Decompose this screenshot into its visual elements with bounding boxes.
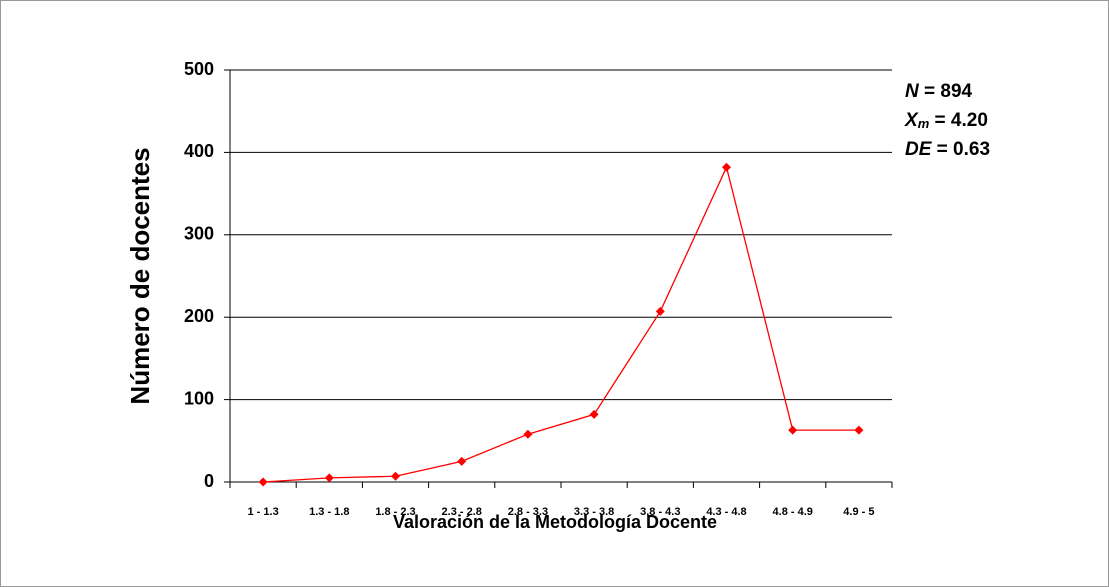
data-point <box>589 409 599 419</box>
data-point <box>854 425 864 435</box>
data-point <box>324 473 334 483</box>
annotation: Xm = 4.20 <box>904 110 988 131</box>
x-tick-label: 1 - 1.3 <box>248 506 279 518</box>
x-tick-label: 3.3 - 3.8 <box>574 506 614 518</box>
annotation-symbol: N <box>905 81 920 102</box>
annotation-text: = 894 <box>919 81 973 102</box>
y-tick-label: 200 <box>184 306 214 326</box>
x-tick-label: 2.8 - 3.3 <box>508 506 548 518</box>
annotation-text: = 0.63 <box>931 139 990 160</box>
x-tick-label: 3.8 - 4.3 <box>640 506 680 518</box>
annotation: N = 894 <box>905 81 973 102</box>
y-tick-label: 500 <box>184 59 214 79</box>
data-point <box>391 471 400 481</box>
annotation-symbol: X <box>904 110 919 131</box>
data-point <box>258 477 268 487</box>
data-point <box>788 425 798 435</box>
data-point <box>722 162 731 172</box>
annotation-subscript: m <box>918 116 930 131</box>
y-tick-label: 300 <box>184 224 214 244</box>
data-point <box>655 306 665 316</box>
data-point <box>523 429 533 439</box>
x-tick-label: 4.8 - 4.9 <box>773 506 813 518</box>
x-tick-label: 2.3 - 2.8 <box>442 506 482 518</box>
x-tick-label: 4.3 - 4.8 <box>706 506 746 518</box>
annotation-text: = 4.20 <box>929 110 988 131</box>
y-tick-label: 0 <box>204 471 214 491</box>
y-tick-label: 100 <box>184 388 214 408</box>
data-line <box>263 165 859 483</box>
y-axis-label: Número de docentes <box>125 147 155 404</box>
x-tick-label: 1.8 - 2.3 <box>375 506 415 518</box>
x-tick-label: 1.3 - 1.8 <box>309 506 349 518</box>
data-point <box>457 456 467 466</box>
y-tick-label: 400 <box>184 141 214 161</box>
annotation-symbol: DE <box>905 139 933 160</box>
x-tick-label: 4.9 - 5 <box>843 506 874 518</box>
annotation: DE = 0.63 <box>905 139 990 160</box>
x-axis-label: Valoración de la Metodología Docente <box>393 512 717 532</box>
